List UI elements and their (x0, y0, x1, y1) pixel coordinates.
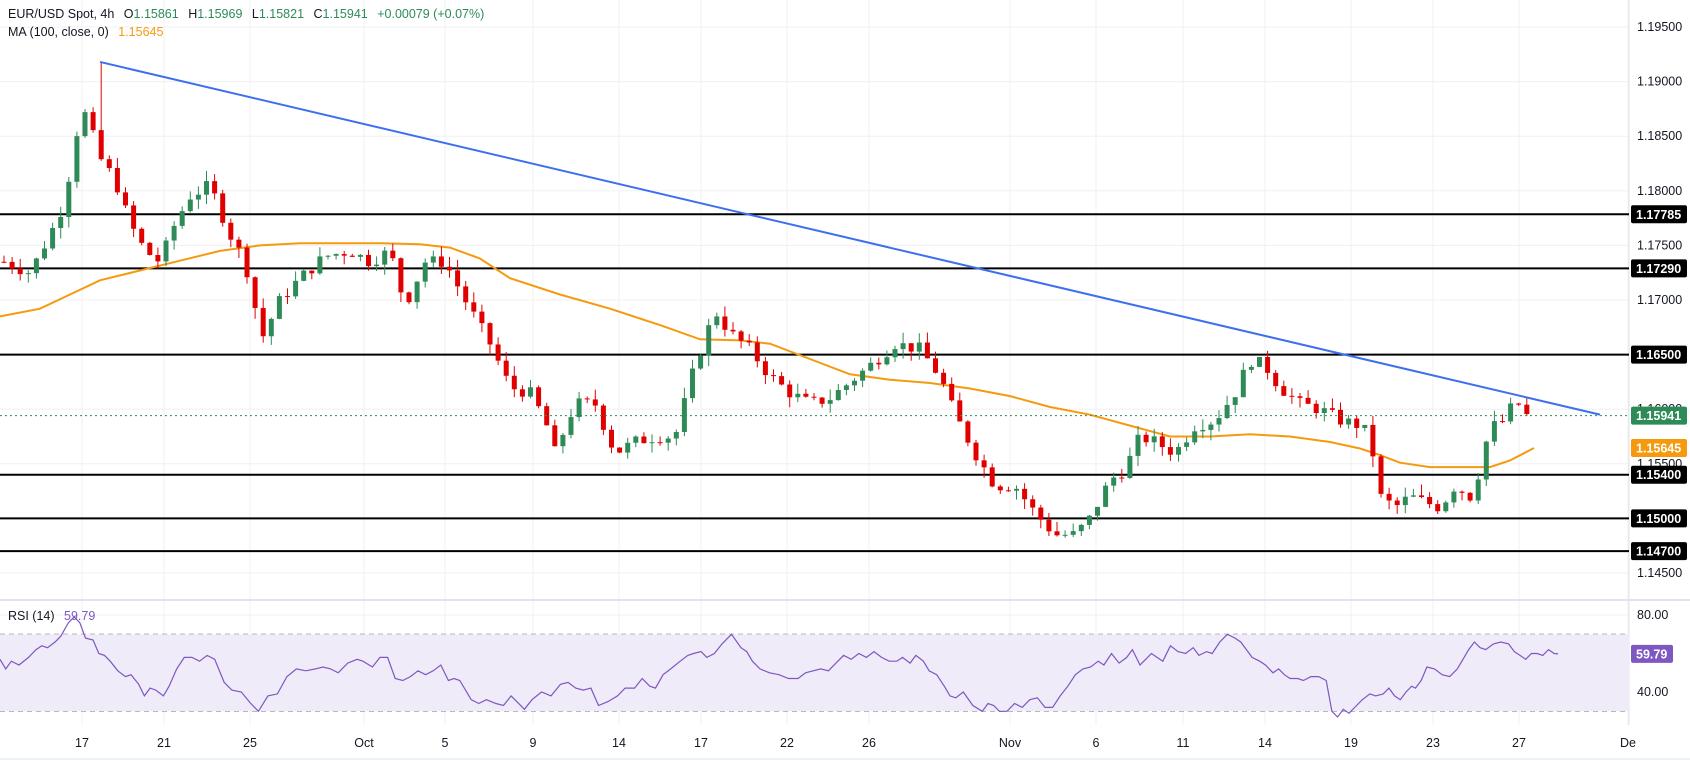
svg-text:14: 14 (612, 736, 626, 750)
svg-text:25: 25 (243, 736, 257, 750)
svg-text:1.19000: 1.19000 (1637, 75, 1682, 89)
svg-text:26: 26 (862, 736, 876, 750)
ma-legend[interactable]: MA (100, close, 0) 1.15645 (8, 25, 169, 39)
rsi-value: 59.79 (64, 609, 96, 623)
svg-text:27: 27 (1512, 736, 1526, 750)
svg-text:1.17000: 1.17000 (1637, 293, 1682, 307)
svg-text:40.00: 40.00 (1637, 685, 1668, 699)
svg-text:14: 14 (1258, 736, 1272, 750)
svg-text:1.15400: 1.15400 (1636, 468, 1681, 482)
horizontal-levels (0, 213, 1629, 553)
price-tags: 1.17785 1.17290 1.16500 1.15400 1.15000 1.147… (1631, 205, 1687, 663)
svg-text:1.17290: 1.17290 (1636, 262, 1681, 276)
svg-text:11: 11 (1177, 736, 1190, 750)
svg-text:1.15941: 1.15941 (1636, 409, 1681, 423)
svg-text:1.16500: 1.16500 (1636, 348, 1681, 362)
svg-text:17: 17 (75, 736, 89, 750)
rsi-label: RSI (14) (8, 609, 55, 623)
price-change: +0.00079 (+0.07%) (377, 7, 485, 21)
svg-text:19: 19 (1344, 736, 1358, 750)
rsi-legend[interactable]: RSI (14) 59.79 (8, 609, 101, 623)
svg-text:Nov: Nov (999, 736, 1022, 750)
chart-header: EUR/USD Spot, 4h O1.15861 H1.15969 L1.15… (8, 7, 490, 21)
svg-text:Oct: Oct (354, 736, 374, 750)
svg-text:De: De (1620, 736, 1636, 750)
symbol-label[interactable]: EUR/USD Spot, 4h (8, 7, 115, 21)
svg-text:1.18000: 1.18000 (1637, 184, 1682, 198)
svg-text:1.14500: 1.14500 (1637, 566, 1682, 580)
svg-text:1.14700: 1.14700 (1636, 545, 1681, 559)
svg-text:5: 5 (442, 736, 449, 750)
ohlc-low: L1.15821 (251, 7, 305, 21)
svg-text:1.15645: 1.15645 (1636, 441, 1681, 455)
svg-text:80.00: 80.00 (1637, 608, 1668, 622)
svg-text:21: 21 (157, 736, 171, 750)
svg-text:6: 6 (1093, 736, 1100, 750)
ohlc-open: O1.15861 (123, 7, 179, 21)
ma-value: 1.15645 (118, 25, 164, 39)
candles (1, 61, 1530, 538)
svg-text:1.17500: 1.17500 (1637, 238, 1682, 252)
svg-text:9: 9 (530, 736, 537, 750)
rsi-line (0, 616, 1559, 718)
ma-label: MA (100, close, 0) (8, 25, 109, 39)
ohlc-close: C1.15941 (313, 7, 368, 21)
svg-text:23: 23 (1426, 736, 1440, 750)
ma-line (0, 242, 1535, 469)
svg-text:1.17785: 1.17785 (1636, 208, 1681, 222)
svg-text:1.18500: 1.18500 (1637, 129, 1682, 143)
svg-text:17: 17 (694, 736, 708, 750)
svg-text:1.15000: 1.15000 (1636, 512, 1681, 526)
svg-text:1.19500: 1.19500 (1637, 20, 1682, 34)
trendline[interactable] (99, 60, 1601, 416)
ohlc-high: H1.15969 (188, 7, 243, 21)
svg-text:59.79: 59.79 (1636, 647, 1667, 661)
rsi-band (0, 634, 1629, 712)
svg-text:22: 22 (780, 736, 794, 750)
